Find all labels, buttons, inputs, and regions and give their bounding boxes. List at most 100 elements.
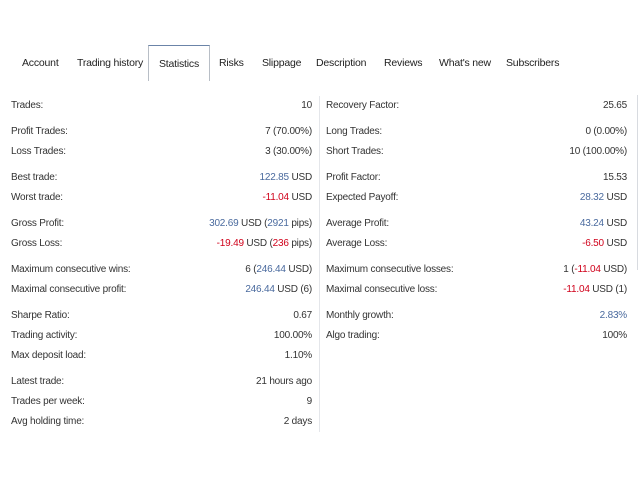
stat-value-part: USD <box>288 192 312 203</box>
stat-value: 43.24 USD <box>580 214 627 234</box>
stat-row: Profit Factor: 15.53 <box>326 168 627 188</box>
stat-group: Maximum consecutive losses: 1 (-11.04 USD… <box>326 260 627 300</box>
stat-value: 100.00% <box>274 326 312 346</box>
statistics-left-column: Trades: 10 Profit Trades: 7 (70.00%) Loss Tr… <box>11 96 312 438</box>
stat-label: Best trade: <box>11 172 58 183</box>
stat-value-part: 28.32 <box>579 192 604 203</box>
stat-value-part: USD <box>603 192 627 203</box>
stat-label: Max deposit load: <box>11 350 86 361</box>
stat-value-part: 3 (30.00%) <box>265 146 312 157</box>
stat-group: Average Profit: 43.24 USD Average Loss: -6.… <box>326 214 627 254</box>
stat-row: Short Trades: 10 (100.00%) <box>326 142 627 162</box>
stat-value-part: USD ( <box>238 218 268 229</box>
stat-label: Sharpe Ratio: <box>11 310 70 321</box>
stat-value-part: -6.50 <box>582 238 604 249</box>
stat-label: Long Trades: <box>326 126 382 137</box>
stat-value-part: 100.00% <box>273 330 312 341</box>
stat-row: Max deposit load: 1.10% <box>11 346 312 366</box>
stat-value-part: 122.85 <box>259 172 290 183</box>
scrollbar[interactable] <box>637 95 638 270</box>
stat-value-part: -11.04 <box>563 284 590 295</box>
stat-value: 2 days <box>284 412 312 432</box>
tab-statistics[interactable]: Statistics <box>148 45 211 81</box>
tab-description[interactable]: Description <box>316 57 367 69</box>
stat-row: Gross Profit: 302.69 USD (2921 pips) <box>11 214 312 234</box>
stat-value-part: 6 ( <box>245 264 257 275</box>
stat-value-part: 15.53 <box>602 172 627 183</box>
stat-value-part: 10 (100.00%) <box>569 146 627 157</box>
stat-row: Trades per week: 9 <box>11 392 312 412</box>
stat-value: -6.50 USD <box>582 234 627 254</box>
stat-group: Trades: 10 <box>11 96 312 116</box>
stat-value-part: 2 days <box>283 416 312 427</box>
stat-label: Trades per week: <box>11 396 85 407</box>
stat-value-part: USD <box>288 172 312 183</box>
stat-label: Avg holding time: <box>11 416 85 427</box>
stat-group: Gross Profit: 302.69 USD (2921 pips) Gross… <box>11 214 312 254</box>
stat-value: 6 (246.44 USD) <box>245 260 312 280</box>
stat-label: Algo trading: <box>326 330 380 341</box>
stat-row: Monthly growth: 2.83% <box>326 306 627 326</box>
stat-value-part: 2921 <box>267 218 289 229</box>
stat-value-part: USD <box>603 218 627 229</box>
stat-value: 21 hours ago <box>256 372 312 392</box>
stat-label: Average Loss: <box>326 238 388 249</box>
stat-value: 9 <box>306 392 313 412</box>
stat-row: Avg holding time: 2 days <box>11 412 312 432</box>
stat-value-part: 236 <box>272 238 289 249</box>
tab-bar: Account Trading history Statistics Risks Sli… <box>0 45 640 81</box>
stat-value: -11.04 USD (1) <box>563 280 627 300</box>
stat-value: 2.83% <box>600 306 628 326</box>
stat-group: Recovery Factor: 25.65 <box>326 96 627 116</box>
stat-value-part: 7 (70.00%) <box>265 126 312 137</box>
stat-label: Monthly growth: <box>326 310 394 321</box>
tab-subscribers[interactable]: Subscribers <box>506 57 560 69</box>
stat-row: Trading activity: 100.00% <box>11 326 312 346</box>
stat-label: Gross Profit: <box>11 218 64 229</box>
stat-value-part: 100% <box>602 330 627 341</box>
stat-value-part: 246.44 <box>256 264 286 275</box>
stat-label: Loss Trades: <box>11 146 66 157</box>
stat-row: Maximum consecutive losses: 1 (-11.04 USD… <box>326 260 627 280</box>
statistics-right-column: Recovery Factor: 25.65 Long Trades: 0 (0.00… <box>326 96 627 352</box>
stat-value: -11.04 USD <box>262 188 312 208</box>
stat-value-part: 302.69 <box>209 218 239 229</box>
stat-label: Expected Payoff: <box>326 192 399 203</box>
stat-value-part: USD (1) <box>589 284 627 295</box>
stat-label: Trades: <box>11 100 44 111</box>
stat-value: 3 (30.00%) <box>265 142 312 162</box>
stat-row: Algo trading: 100% <box>326 326 627 346</box>
stat-label: Profit Factor: <box>326 172 381 183</box>
stat-row: Best trade: 122.85 USD <box>11 168 312 188</box>
stat-row: Maximal consecutive loss: -11.04 USD (1) <box>326 280 627 300</box>
stat-value: 28.32 USD <box>580 188 627 208</box>
stat-label: Maximum consecutive wins: <box>11 264 131 275</box>
tab-reviews[interactable]: Reviews <box>384 57 423 69</box>
stat-value: 0.67 <box>293 306 312 326</box>
stat-value-part: -11.04 <box>574 264 601 275</box>
stat-label: Profit Trades: <box>11 126 68 137</box>
tab-account[interactable]: Account <box>22 57 59 69</box>
stat-value: 1.10% <box>285 346 313 366</box>
stat-value: 7 (70.00%) <box>265 122 312 142</box>
stat-row: Expected Payoff: 28.32 USD <box>326 188 627 208</box>
tab-trading-history[interactable]: Trading history <box>77 57 144 69</box>
stat-value-part: 9 <box>306 396 313 407</box>
stat-value-part: USD ( <box>243 238 273 249</box>
stat-group: Latest trade: 21 hours ago Trades per week… <box>11 372 312 432</box>
stat-value: 100% <box>602 326 627 346</box>
stat-value-part: USD) <box>285 264 312 275</box>
stat-group: Profit Factor: 15.53 Expected Payoff: 28.32… <box>326 168 627 208</box>
stat-label: Short Trades: <box>326 146 384 157</box>
stat-row: Average Profit: 43.24 USD <box>326 214 627 234</box>
stat-value-part: USD (6) <box>274 284 312 295</box>
tab-what-s-new[interactable]: What's new <box>439 57 491 69</box>
stat-group: Long Trades: 0 (0.00%) Short Trades: 10 (10… <box>326 122 627 162</box>
tab-slippage[interactable]: Slippage <box>262 57 302 69</box>
stat-group: Monthly growth: 2.83% Algo trading: 100% <box>326 306 627 346</box>
tab-risks[interactable]: Risks <box>219 57 244 69</box>
stat-label: Maximal consecutive loss: <box>326 284 438 295</box>
stat-value: 246.44 USD (6) <box>245 280 312 300</box>
stat-row: Long Trades: 0 (0.00%) <box>326 122 627 142</box>
stat-value-part: USD) <box>600 264 627 275</box>
